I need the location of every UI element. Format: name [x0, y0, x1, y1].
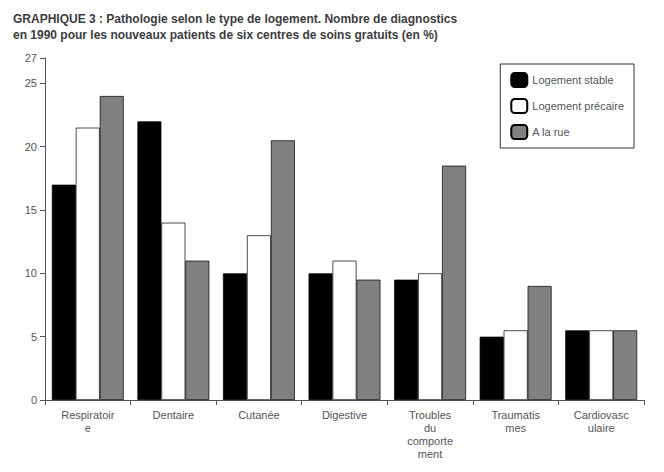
svg-text:en 1990 pour les nouveaux pati: en 1990 pour les nouveaux patients de si…	[13, 28, 438, 42]
svg-text:Digestive: Digestive	[322, 409, 367, 421]
svg-text:20: 20	[25, 141, 37, 153]
svg-text:0: 0	[31, 394, 37, 406]
svg-text:27: 27	[25, 52, 37, 64]
svg-text:ment: ment	[418, 448, 442, 460]
svg-text:Cutanée: Cutanée	[238, 409, 280, 421]
svg-text:comporte: comporte	[407, 435, 453, 447]
svg-text:Troubles: Troubles	[409, 409, 452, 421]
svg-text:Dentaire: Dentaire	[153, 409, 195, 421]
svg-text:Traumatis: Traumatis	[491, 409, 540, 421]
svg-text:Logement stable: Logement stable	[532, 74, 613, 86]
svg-text:mes: mes	[505, 422, 526, 434]
svg-text:10: 10	[25, 267, 37, 279]
svg-text:5: 5	[31, 331, 37, 343]
svg-text:du: du	[424, 422, 436, 434]
svg-text:25: 25	[25, 77, 37, 89]
svg-text:e: e	[85, 422, 91, 434]
svg-text:Logement précaire: Logement précaire	[532, 100, 624, 112]
svg-text:15: 15	[25, 204, 37, 216]
svg-text:Respiratoir: Respiratoir	[61, 409, 115, 421]
svg-text:GRAPHIQUE 3 : Pathologie selon: GRAPHIQUE 3 : Pathologie selon le type d…	[13, 12, 457, 26]
svg-text:Cardiovasc: Cardiovasc	[574, 409, 630, 421]
svg-text:A la rue: A la rue	[532, 126, 569, 138]
svg-text:ulaire: ulaire	[588, 422, 615, 434]
